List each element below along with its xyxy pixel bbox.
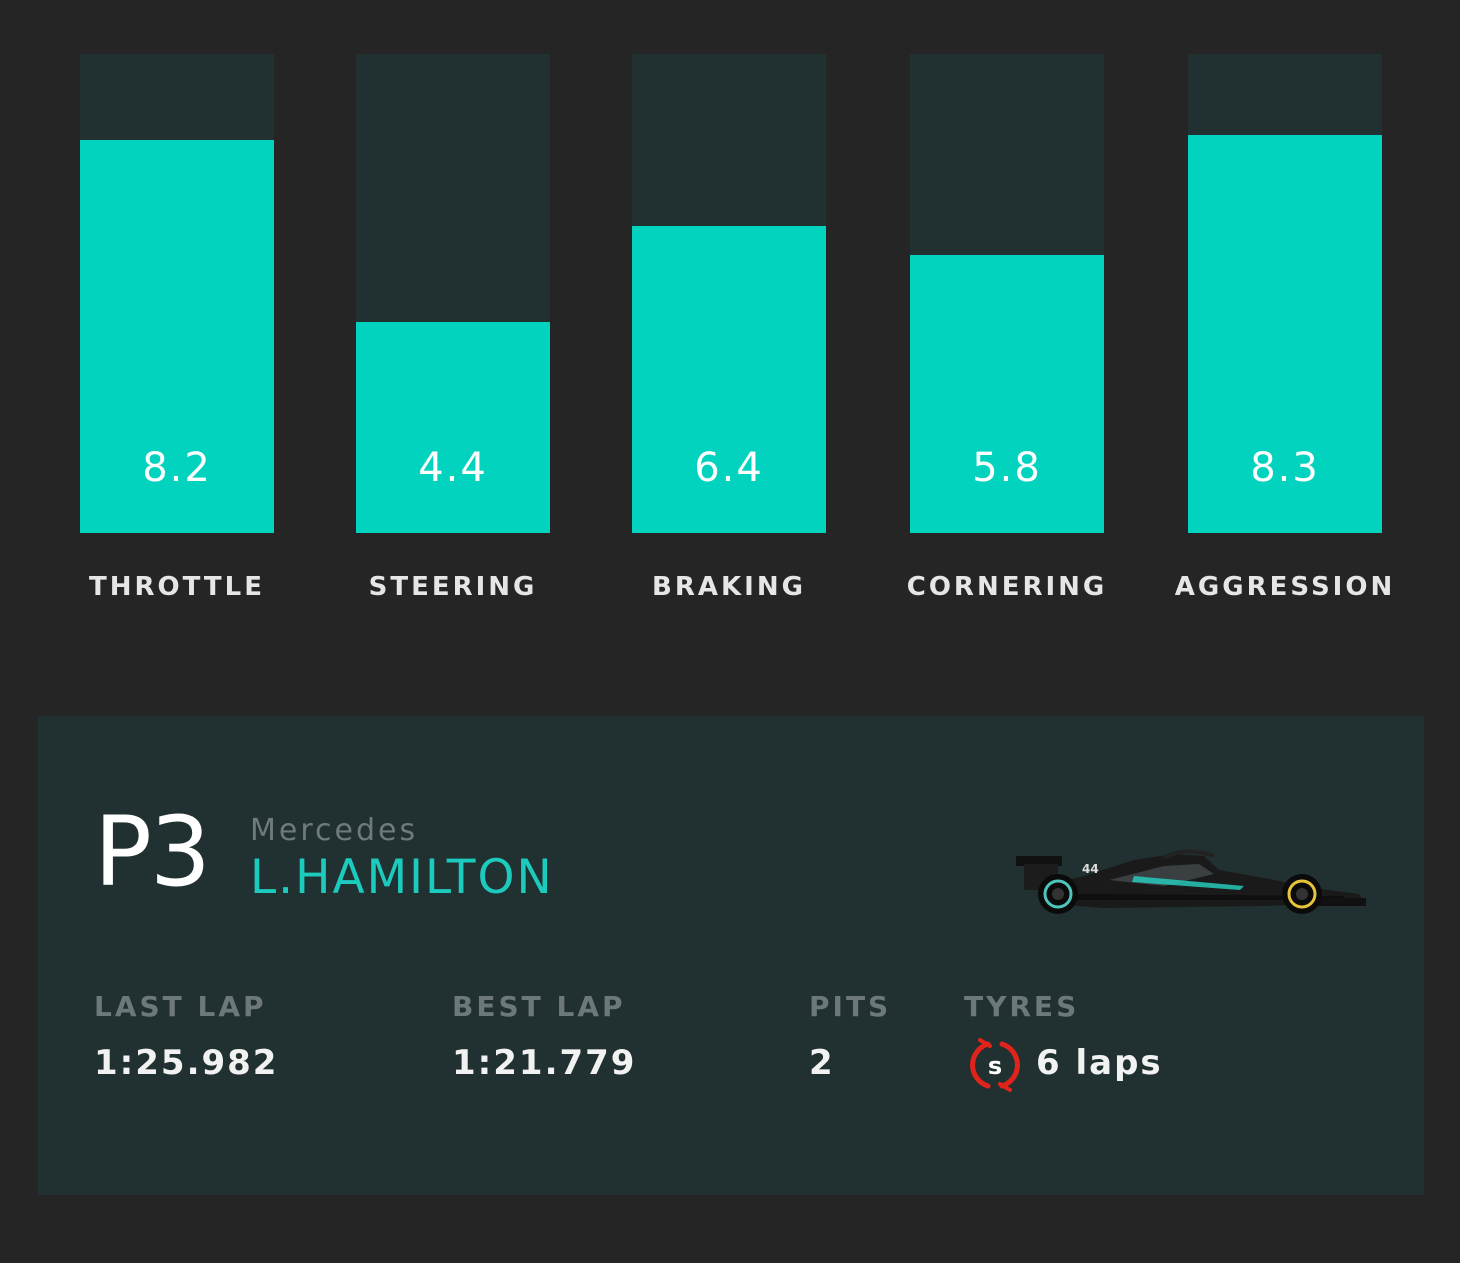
bar-value-label: 8.2 <box>142 445 212 491</box>
bar-track: 6.4 <box>632 54 826 533</box>
bar-fill <box>632 226 826 533</box>
bar-fill <box>356 322 550 533</box>
bar-fill <box>1188 135 1382 533</box>
tyre-laps-value: 6 laps <box>1036 1043 1163 1083</box>
driver-card: P3 Mercedes L.HAMILTON 44 LAST LAP 1:25.… <box>38 716 1424 1195</box>
bar-category-label: THROTTLE <box>88 572 265 602</box>
bar-track: 8.3 <box>1188 54 1382 533</box>
pits-value: 2 <box>809 1043 835 1083</box>
bar-fill <box>910 255 1104 533</box>
bar-fill <box>80 140 274 533</box>
bar-braking: 6.4 BRAKING <box>632 54 826 602</box>
bar-track: 8.2 <box>80 54 274 533</box>
bar-category-label: AGGRESSION <box>1174 572 1396 602</box>
last-lap-label: LAST LAP <box>94 990 267 1023</box>
last-lap-value: 1:25.982 <box>94 1043 279 1083</box>
team-name: Mercedes <box>250 813 419 848</box>
best-lap-value: 1:21.779 <box>452 1043 637 1083</box>
bar-value-label: 8.3 <box>1250 445 1320 491</box>
bar-cornering: 5.8 CORNERING <box>907 54 1104 602</box>
tyres-label: TYRES <box>964 990 1080 1023</box>
bar-value-label: 5.8 <box>972 445 1042 491</box>
bar-value-label: 4.4 <box>418 445 488 491</box>
driver-name: L.HAMILTON <box>250 850 554 905</box>
f1-car-icon: 44 <box>1016 849 1366 914</box>
driver-rating-chart: 8.2 THROTTLE 4.4 STEERING 6.4 BRAKING 5.… <box>80 54 1392 602</box>
bar-category-label: CORNERING <box>906 572 1108 602</box>
bar-category-label: STEERING <box>368 572 538 602</box>
bar-track: 4.4 <box>356 54 550 533</box>
svg-text:s: s <box>988 1052 1002 1080</box>
bar-track: 5.8 <box>910 54 1104 533</box>
svg-text:44: 44 <box>1082 862 1099 876</box>
best-lap-label: BEST LAP <box>452 990 626 1023</box>
race-position: P3 <box>94 796 211 908</box>
bar-aggression: 8.3 AGGRESSION <box>1175 54 1392 602</box>
bar-throttle: 8.2 THROTTLE <box>80 54 274 602</box>
pits-label: PITS <box>809 990 892 1023</box>
soft-tyre-icon: s <box>970 1038 1020 1092</box>
bar-value-label: 6.4 <box>694 445 764 491</box>
bar-steering: 4.4 STEERING <box>356 54 550 602</box>
bar-category-label: BRAKING <box>652 572 806 602</box>
